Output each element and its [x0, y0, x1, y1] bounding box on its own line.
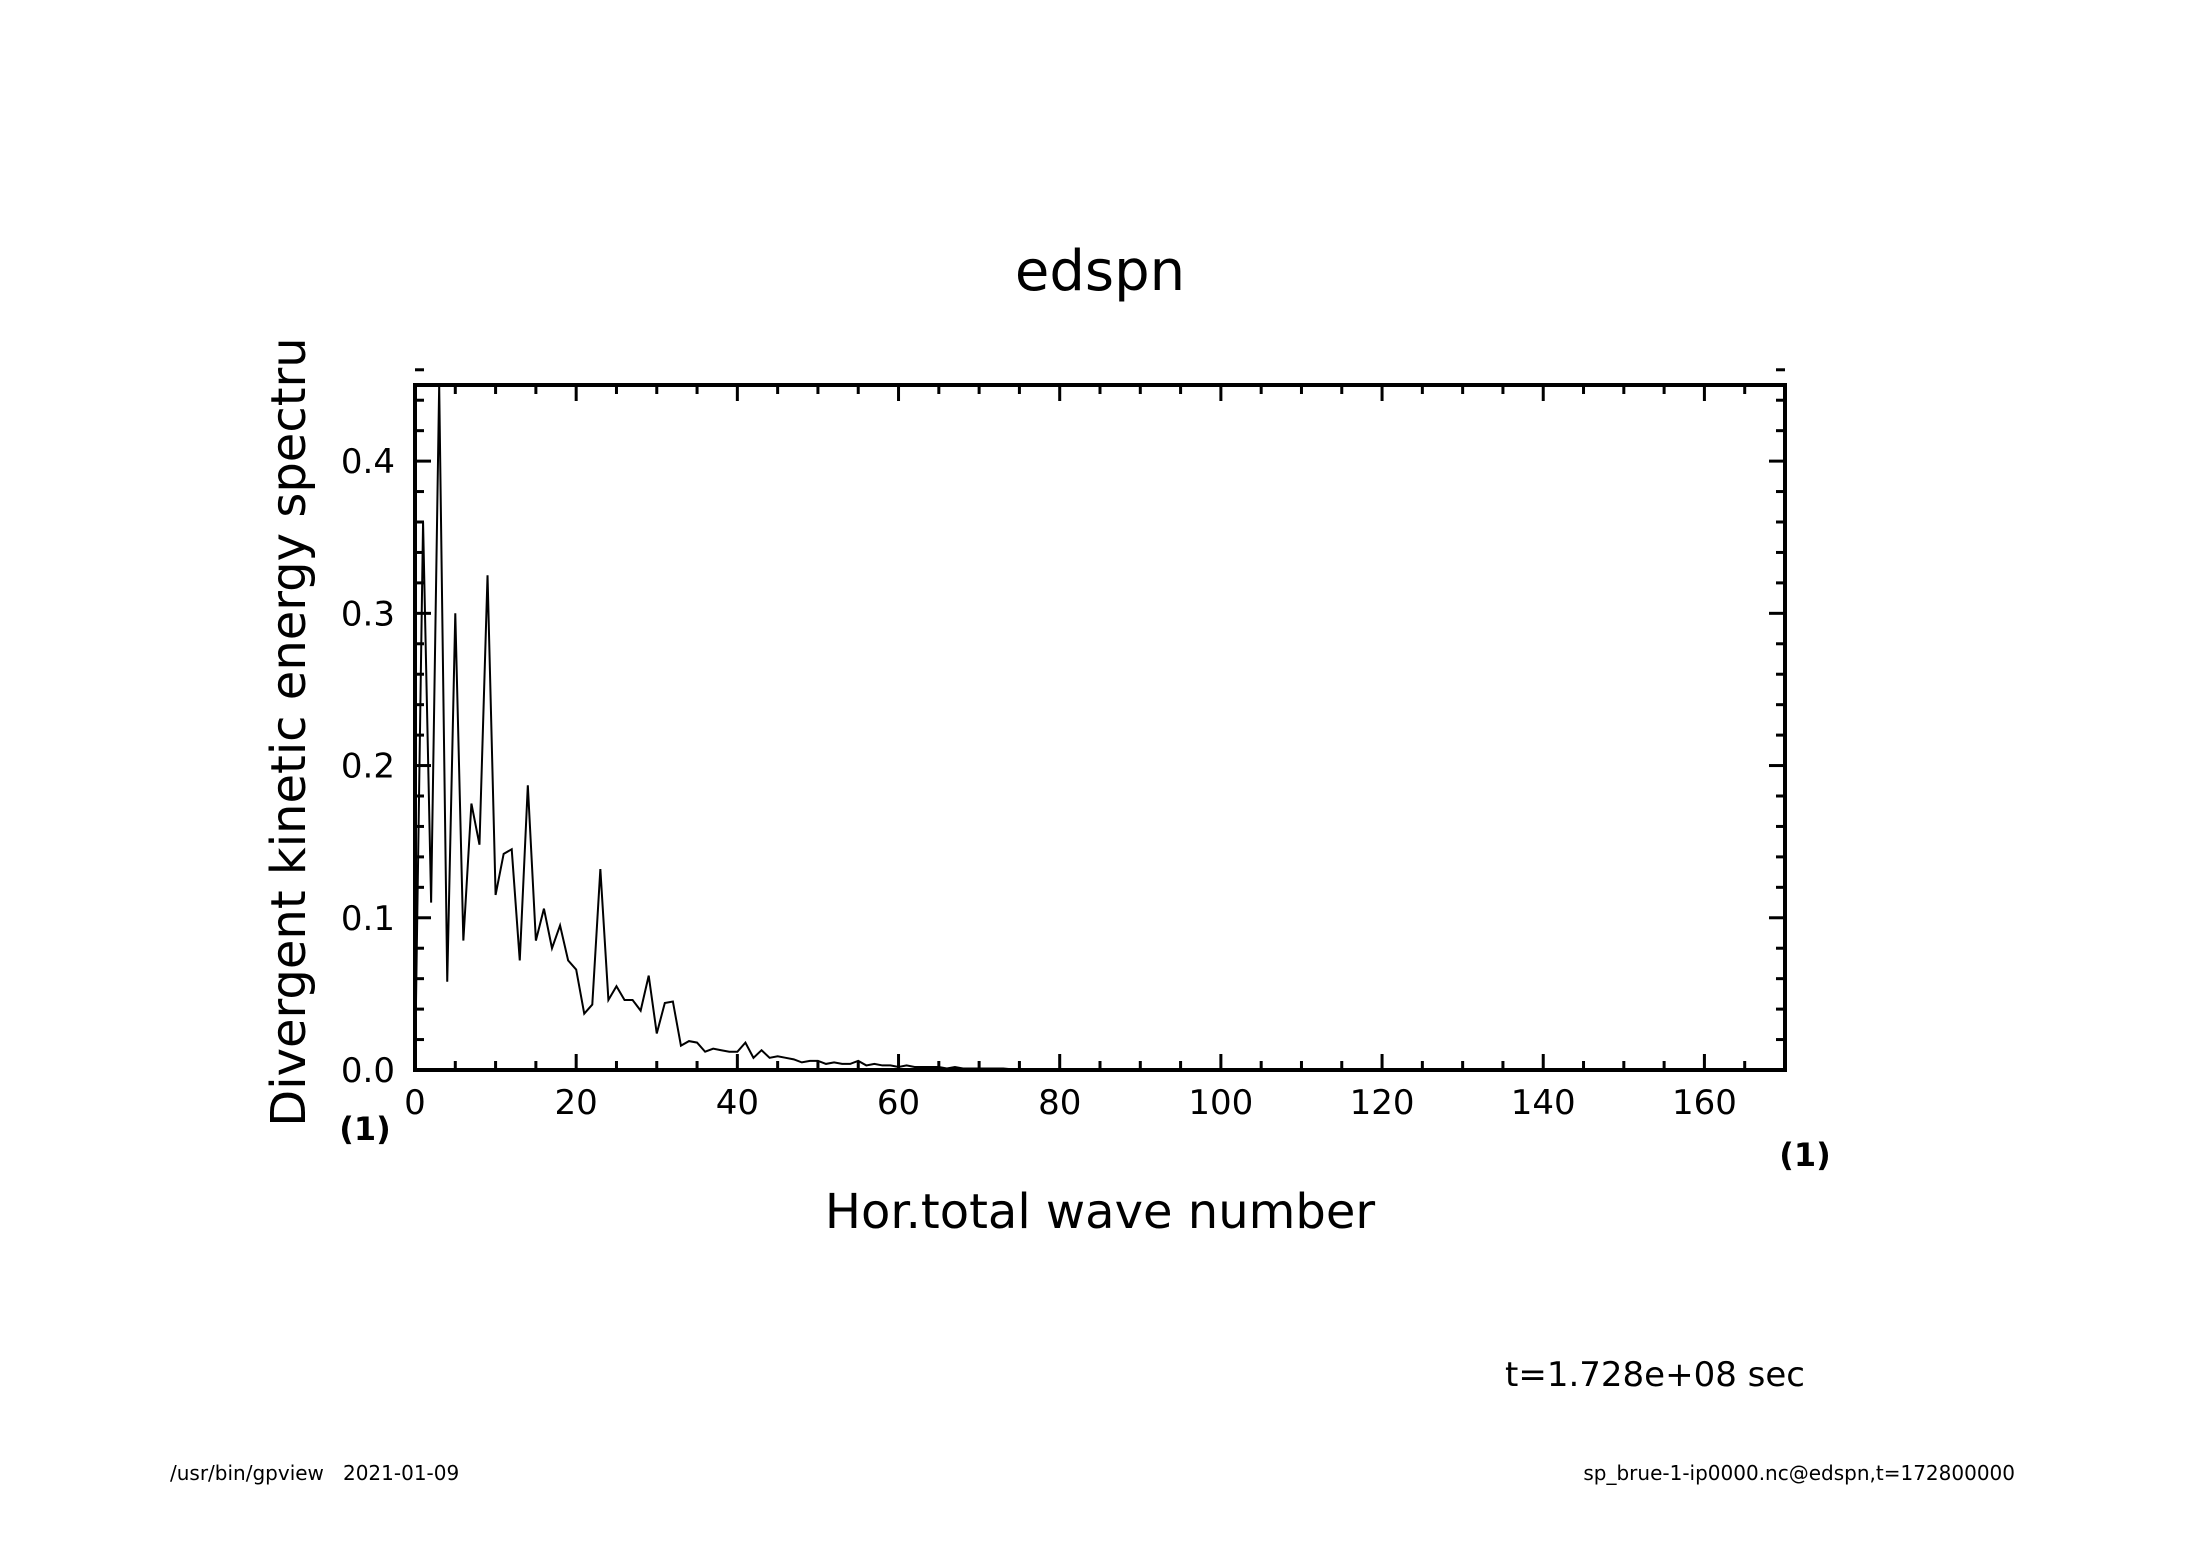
axis-tick-labels: 0 20 40 60 80 100 120 140 160 0.0 0.1 0.2 0.3 0.4: [341, 442, 1737, 1123]
y-axis-title: Divergent kinetic energy spectru: [261, 337, 317, 1126]
x-tick-label: 20: [555, 1083, 598, 1123]
x-axis-unit-left: (1): [339, 1110, 391, 1148]
x-tick-label: 160: [1672, 1083, 1737, 1123]
x-tick-label: 40: [716, 1083, 759, 1123]
time-label: t=1.728e+08 sec: [1505, 1355, 1805, 1395]
x-axis-unit-right: (1): [1779, 1136, 1831, 1174]
x-axis-title: Hor.total wave number: [825, 1184, 1376, 1240]
plot-frame: [413, 383, 1787, 1072]
y-tick-label: 0.3: [341, 594, 395, 634]
x-tick-label: 0: [404, 1083, 426, 1123]
x-tick-label: 80: [1038, 1083, 1081, 1123]
footer-left: /usr/bin/gpview 2021-01-09: [170, 1461, 459, 1485]
footer-right: sp_brue-1-ip0000.nc@edspn,t=172800000: [1583, 1461, 2015, 1485]
axis-ticks: [413, 368, 1787, 1072]
x-tick-label: 60: [877, 1083, 920, 1123]
y-tick-label: 0.0: [341, 1051, 395, 1091]
y-tick-label: 0.4: [341, 442, 395, 482]
series-line: [414, 384, 1785, 1071]
x-tick-label: 100: [1188, 1083, 1253, 1123]
y-tick-label: 0.2: [341, 747, 395, 787]
chart-title: edspn: [1015, 239, 1185, 304]
x-tick-label: 140: [1511, 1083, 1576, 1123]
x-tick-label: 120: [1350, 1083, 1415, 1123]
y-tick-label: 0.1: [341, 899, 395, 939]
